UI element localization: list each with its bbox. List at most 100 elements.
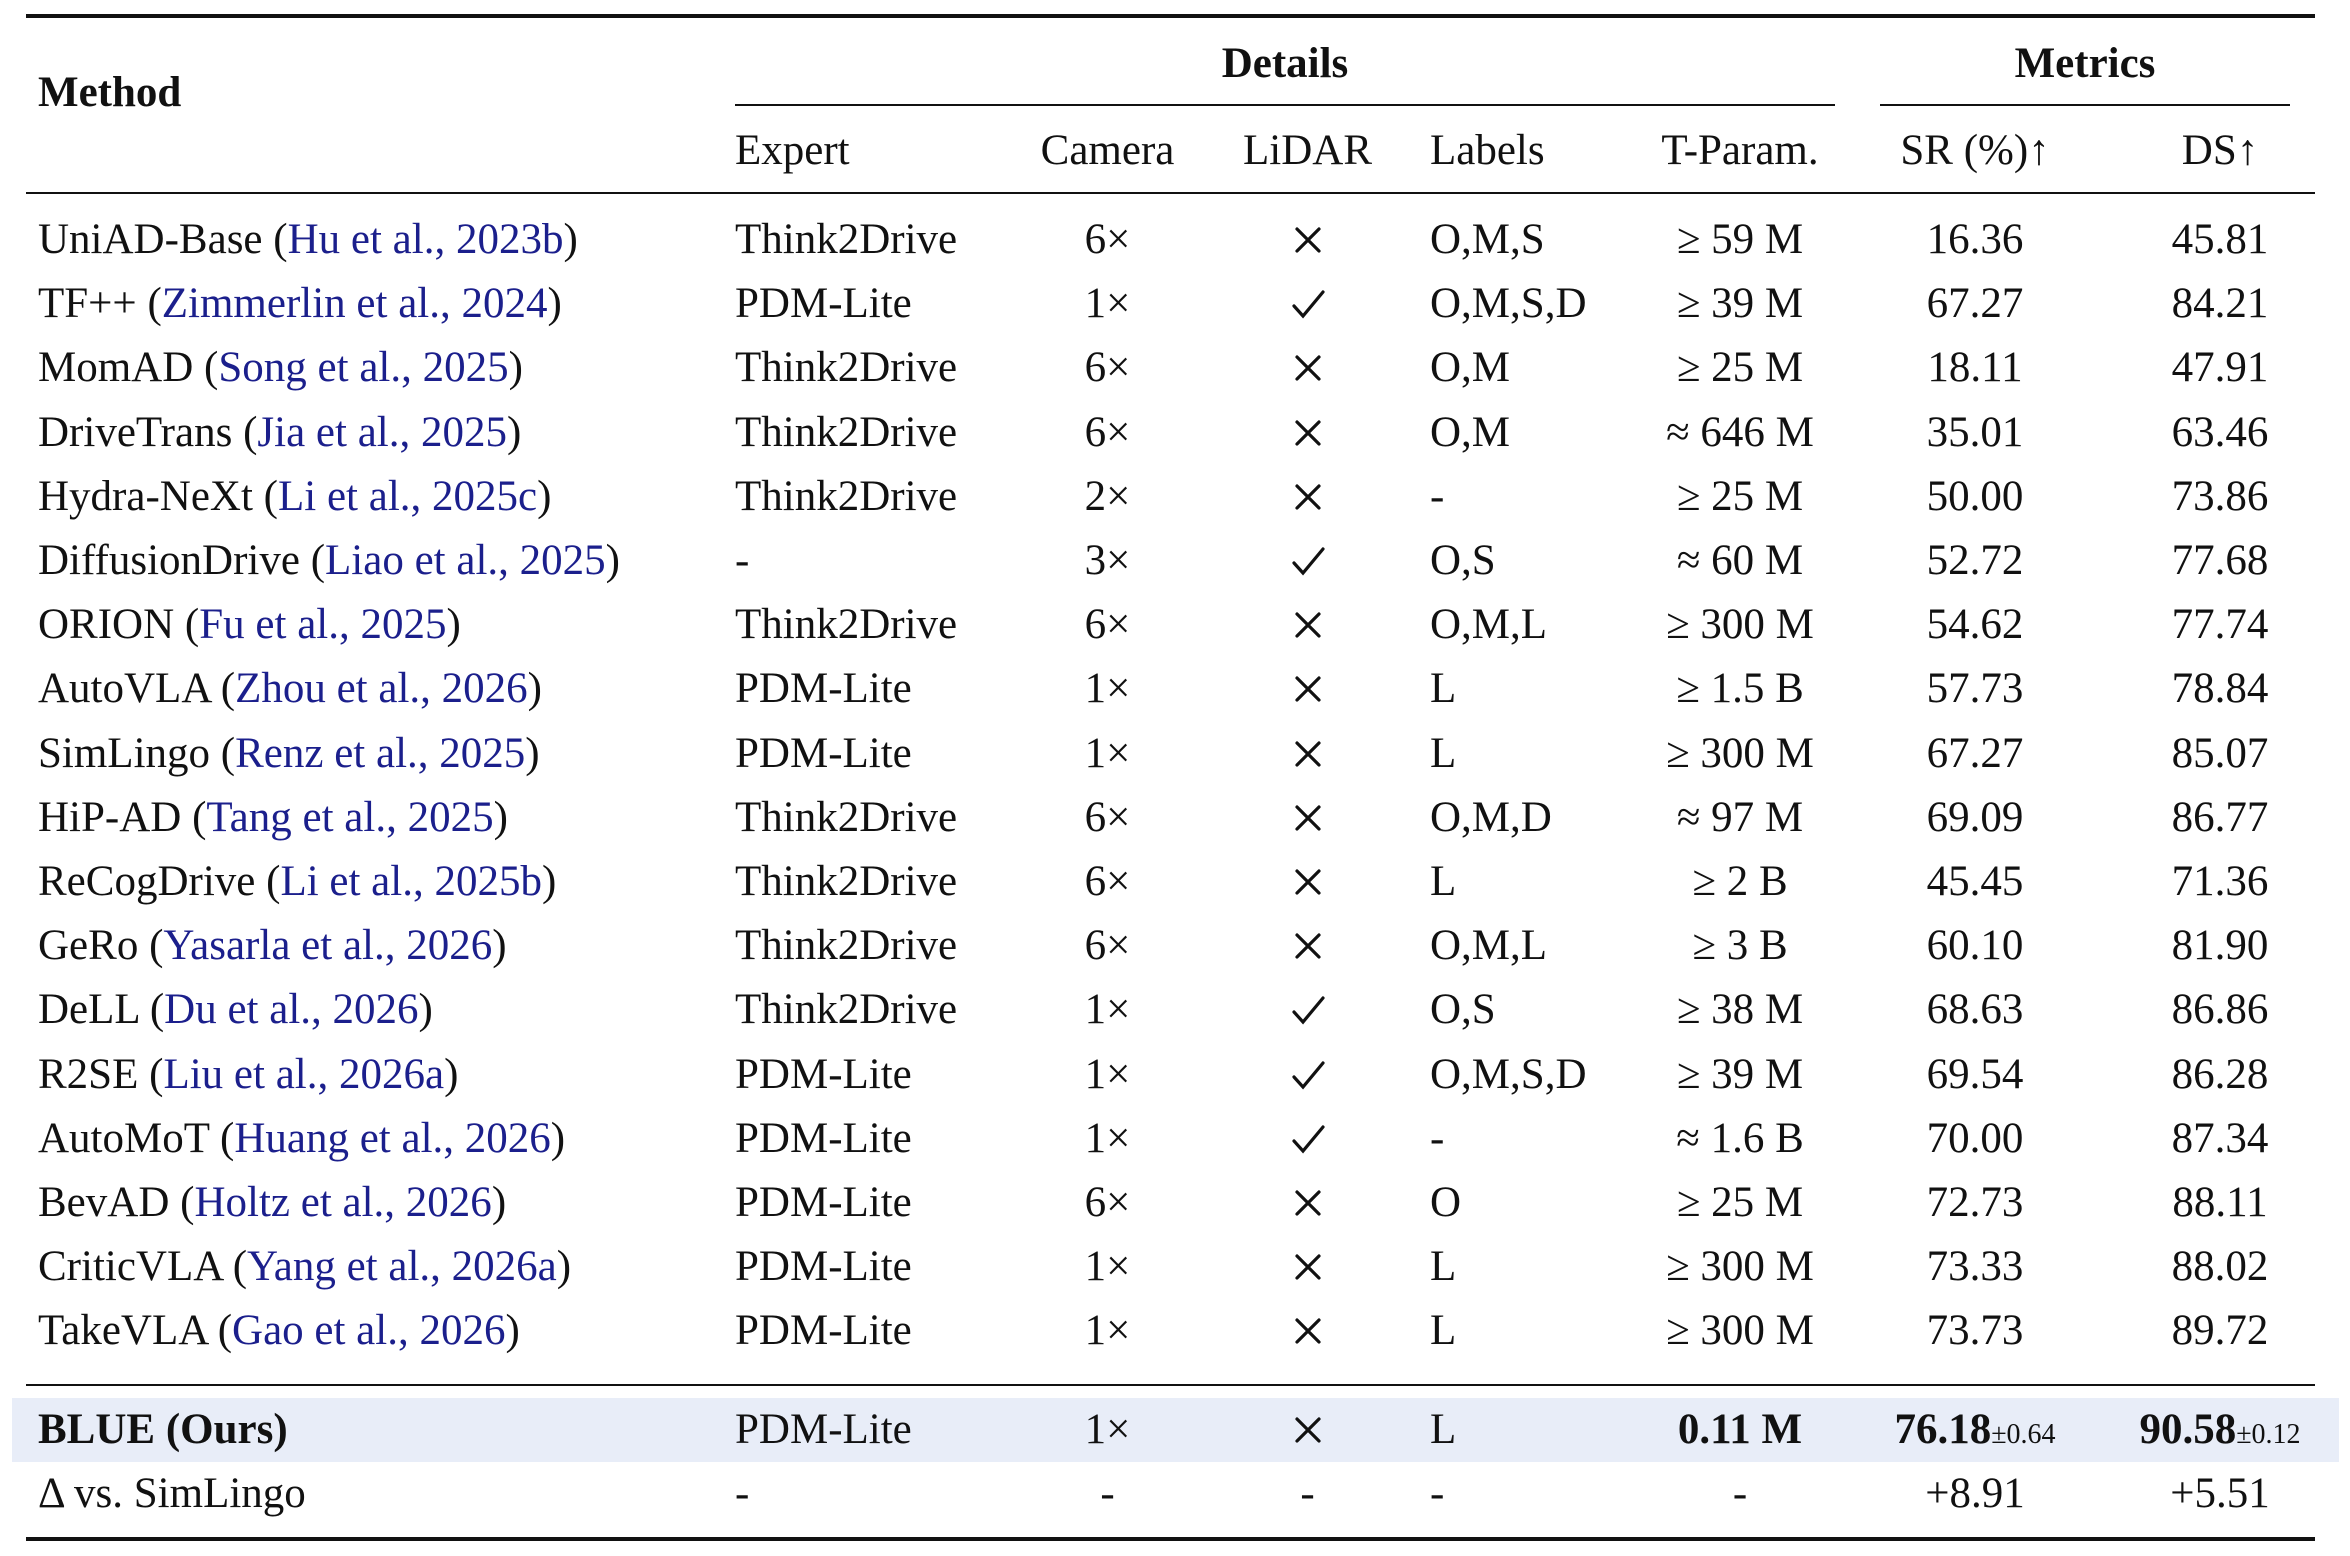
camera-cell: 1× — [1084, 1243, 1131, 1290]
lidar-cell — [1220, 1049, 1395, 1101]
cross-icon — [1288, 220, 1328, 260]
tparam-cell: ≥ 300 M — [1666, 601, 1814, 648]
cross-icon — [1288, 798, 1328, 838]
citation-link[interactable]: Gao et al., 2026 — [232, 1307, 506, 1354]
ds-cell: 77.68 — [2171, 537, 2269, 584]
citation-link[interactable]: Liao et al., 2025 — [325, 537, 606, 584]
ours-camera-cell: 1× — [1084, 1406, 1131, 1453]
labels-cell: O,M,D — [1430, 794, 1552, 841]
method-name-cell: ReCogDrive (Li et al., 2025b) — [38, 858, 557, 905]
cross-icon — [1288, 1410, 1328, 1450]
lidar-cell — [1220, 792, 1395, 844]
tparam-cell: ≥ 2 B — [1692, 858, 1788, 905]
camera-cell: 6× — [1084, 409, 1131, 456]
ds-cell: 88.11 — [2172, 1179, 2268, 1226]
cross-icon — [1288, 926, 1328, 966]
ds-cell: 86.86 — [2171, 986, 2269, 1033]
citation-link[interactable]: Hu et al., 2023b — [287, 216, 564, 263]
header-method: Method — [38, 69, 182, 116]
header-rule — [26, 192, 2315, 194]
expert-cell: PDM-Lite — [735, 730, 912, 777]
sr-cell: 45.45 — [1926, 858, 2024, 905]
method-name-cell: R2SE (Liu et al., 2026a) — [38, 1051, 459, 1098]
column-header-ds: DS↑ — [2181, 127, 2259, 174]
cross-icon — [1288, 477, 1328, 517]
citation-link[interactable]: Renz et al., 2025 — [235, 730, 526, 777]
citation-link[interactable]: Tang et al., 2025 — [206, 794, 494, 841]
expert-cell: Think2Drive — [735, 858, 958, 905]
citation-link[interactable]: Li et al., 2025c — [278, 473, 538, 520]
citation-link[interactable]: Huang et al., 2026 — [234, 1115, 551, 1162]
camera-cell: 1× — [1084, 1115, 1131, 1162]
expert-cell: Think2Drive — [735, 473, 958, 520]
sr-cell: 60.10 — [1926, 922, 2024, 969]
tparam-cell: ≈ 1.6 B — [1676, 1115, 1804, 1162]
delta-name-cell: Δ vs. SimLingo — [38, 1470, 306, 1517]
header-details: Details — [1221, 40, 1349, 87]
tparam-cell: ≥ 300 M — [1666, 1307, 1814, 1354]
method-name: DiffusionDrive — [38, 537, 300, 584]
citation-link[interactable]: Liu et al., 2026a — [163, 1051, 445, 1098]
citation-link[interactable]: Song et al., 2025 — [218, 344, 509, 391]
sr-cell: 69.54 — [1926, 1051, 2024, 1098]
ours-expert-cell: PDM-Lite — [735, 1406, 912, 1453]
cross-icon — [1288, 734, 1328, 774]
camera-cell: 1× — [1084, 1051, 1131, 1098]
method-name-cell: TF++ (Zimmerlin et al., 2024) — [38, 280, 562, 327]
camera-cell: 6× — [1084, 794, 1131, 841]
labels-cell: L — [1430, 1307, 1457, 1354]
labels-cell: L — [1430, 1243, 1457, 1290]
delta-camera-cell: - — [1100, 1470, 1115, 1517]
sr-cell: 18.11 — [1927, 344, 2023, 391]
tparam-cell: ≈ 97 M — [1676, 794, 1804, 841]
labels-cell: O,M — [1430, 409, 1511, 456]
ours-row-highlight — [12, 1398, 2339, 1462]
method-name: HiP-AD — [38, 794, 182, 841]
citation-link[interactable]: Du et al., 2026 — [164, 986, 419, 1033]
method-name: DeLL — [38, 986, 140, 1033]
method-name-cell: SimLingo (Renz et al., 2025) — [38, 730, 540, 777]
method-name-cell: DiffusionDrive (Liao et al., 2025) — [38, 537, 620, 584]
sr-cell: 73.73 — [1926, 1307, 2024, 1354]
expert-cell: Think2Drive — [735, 216, 958, 263]
expert-cell: PDM-Lite — [735, 1243, 912, 1290]
tparam-cell: ≥ 300 M — [1666, 730, 1814, 777]
citation-link[interactable]: Zhou et al., 2026 — [235, 665, 528, 712]
tparam-cell: ≥ 39 M — [1676, 280, 1804, 327]
bottom-rule — [26, 1537, 2315, 1541]
tparam-cell: ≥ 3 B — [1692, 922, 1788, 969]
citation-link[interactable]: Jia et al., 2025 — [257, 409, 507, 456]
metrics-cmidrule — [1880, 104, 2290, 106]
lidar-cell — [1220, 471, 1395, 523]
citation-link[interactable]: Fu et al., 2025 — [199, 601, 447, 648]
delta-sr-cell: +8.91 — [1925, 1470, 2025, 1517]
method-name: CriticVLA — [38, 1243, 222, 1290]
lidar-cell — [1220, 407, 1395, 459]
method-name-cell: UniAD-Base (Hu et al., 2023b) — [38, 216, 578, 263]
citation-link[interactable]: Zimmerlin et al., 2024 — [161, 280, 548, 327]
ds-cell: 63.46 — [2171, 409, 2269, 456]
lidar-cell — [1220, 1177, 1395, 1229]
ours-separator-rule — [26, 1384, 2315, 1386]
delta-tparam-cell: - — [1732, 1470, 1748, 1517]
ours-method-name: BLUE (Ours) — [38, 1406, 288, 1453]
lidar-cell — [1220, 1241, 1395, 1293]
camera-cell: 6× — [1084, 858, 1131, 905]
expert-cell: PDM-Lite — [735, 1051, 912, 1098]
ds-cell: 89.72 — [2171, 1307, 2269, 1354]
ours-sr-value: 76.18 — [1894, 1406, 1992, 1453]
citation-link[interactable]: Yang et al., 2026a — [247, 1243, 557, 1290]
method-name: ORION — [38, 601, 175, 648]
ours-ds-value: 90.58 — [2139, 1406, 2237, 1453]
citation-link[interactable]: Holtz et al., 2026 — [194, 1179, 492, 1226]
citation-link[interactable]: Yasarla et al., 2026 — [163, 922, 493, 969]
camera-cell: 6× — [1084, 216, 1131, 263]
cross-icon — [1288, 1183, 1328, 1223]
ds-cell: 45.81 — [2171, 216, 2269, 263]
sr-cell: 16.36 — [1926, 216, 2024, 263]
column-header-expert: Expert — [735, 127, 850, 174]
labels-cell: O,M,L — [1430, 922, 1548, 969]
citation-link[interactable]: Li et al., 2025b — [280, 858, 542, 905]
camera-cell: 6× — [1084, 601, 1131, 648]
lidar-cell — [1220, 920, 1395, 972]
